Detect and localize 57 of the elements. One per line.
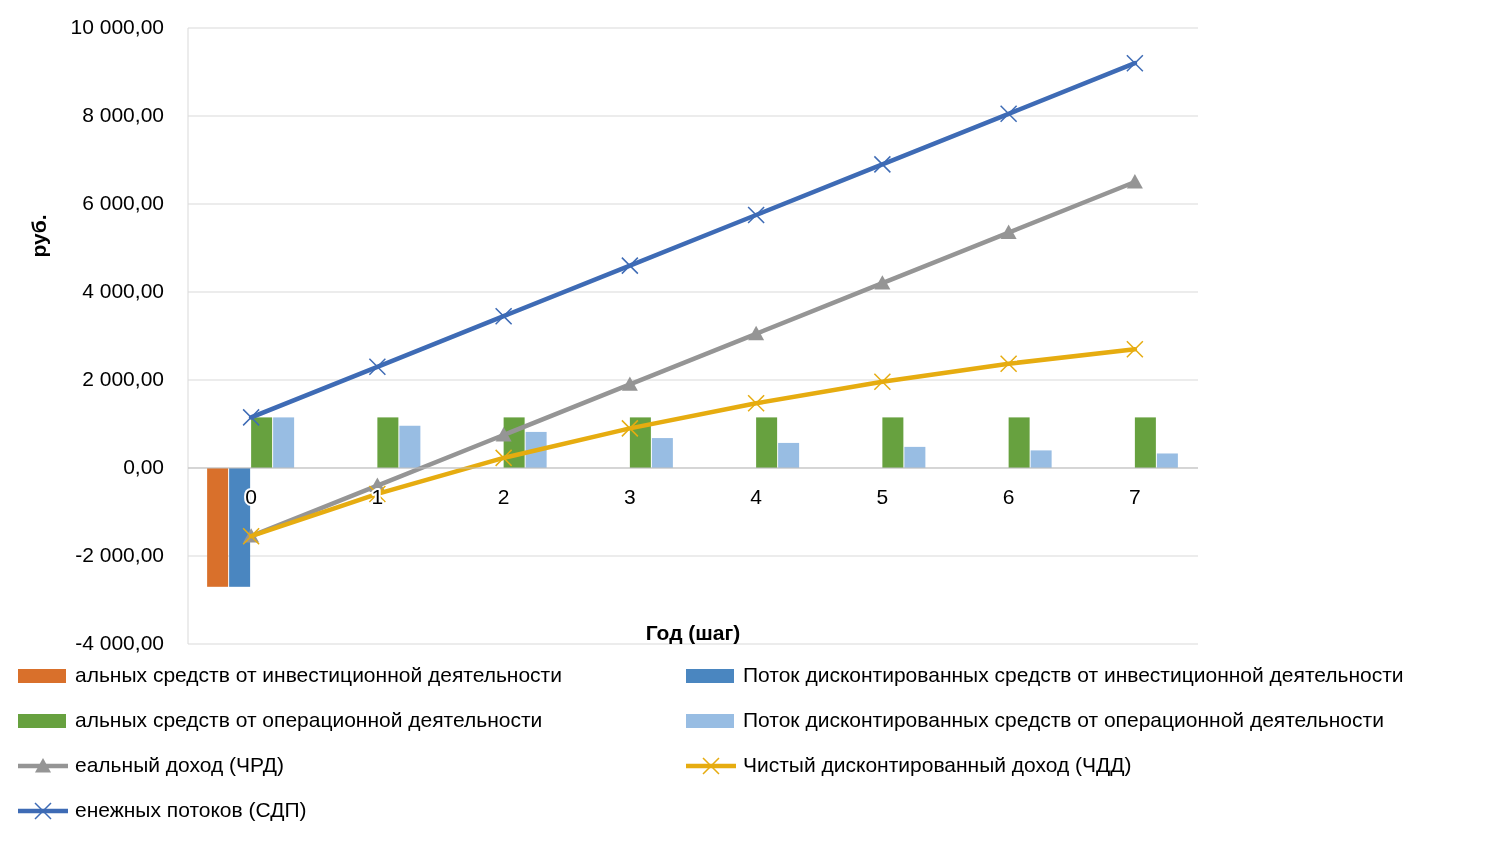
x-tick-label: 7 [1129, 485, 1141, 508]
y-tick-label: 6 000,00 [82, 190, 164, 214]
point [621, 376, 638, 391]
point [494, 307, 513, 325]
bar [756, 417, 778, 468]
point [999, 354, 1018, 373]
point [999, 105, 1018, 123]
point [242, 408, 260, 427]
legend-label: Чистый дисконтированный доход (ЧДД) [743, 752, 1132, 776]
point [368, 358, 387, 376]
x-tick-label: 4 [750, 485, 763, 508]
y-tick-label: 4 000,00 [82, 278, 164, 302]
y-tick-label: -4 000,00 [75, 630, 164, 654]
point [1126, 340, 1144, 358]
point [874, 275, 891, 290]
bar [1030, 450, 1052, 468]
x-tick-label: 5 [876, 485, 889, 508]
point [748, 325, 765, 341]
bar [207, 468, 229, 587]
y-tick-label: 10 000,00 [70, 14, 164, 38]
legend-label: Поток дисконтированных средств от операционной деятельности [743, 707, 1384, 731]
y-tick-label: 8 000,00 [82, 102, 164, 126]
legend-label: альных средств от инвестиционной деятельности [75, 662, 562, 686]
point [1126, 174, 1143, 189]
bar [1134, 417, 1156, 468]
point [495, 427, 512, 442]
bar [904, 446, 926, 468]
x-tick-label: 6 [1002, 485, 1015, 508]
bar [778, 442, 800, 468]
y-tick-label: 0,00 [123, 454, 164, 478]
bar [651, 438, 673, 468]
legend-label: Поток дисконтированных средств от инвестиционной деятельности [743, 662, 1404, 686]
point [1126, 54, 1144, 72]
bar [273, 417, 295, 468]
point [747, 206, 765, 224]
bar [882, 417, 904, 468]
point [1000, 224, 1017, 239]
legend-label: альных средств от операционной деятельности [75, 707, 543, 731]
bar [251, 417, 273, 468]
y-tick-label: -2 000,00 [75, 542, 164, 566]
y-tick-label: 2 000,00 [82, 366, 164, 390]
point [747, 394, 765, 413]
bar [1008, 417, 1030, 468]
bar [377, 417, 399, 468]
x-tick-label: 2 [497, 485, 510, 508]
point [873, 373, 892, 391]
point [494, 449, 513, 467]
y-axis-title: руб. [27, 214, 50, 258]
bar [1156, 453, 1178, 468]
point [873, 155, 892, 174]
bar [399, 425, 421, 468]
point [621, 256, 639, 275]
x-axis-title: Год (шаг) [645, 621, 741, 644]
point [621, 419, 639, 438]
x-tick-label: 3 [624, 485, 636, 508]
legend-label: енежных потоков (СДП) [75, 797, 307, 821]
legend-label: еальный доход (ЧРД) [75, 752, 284, 776]
